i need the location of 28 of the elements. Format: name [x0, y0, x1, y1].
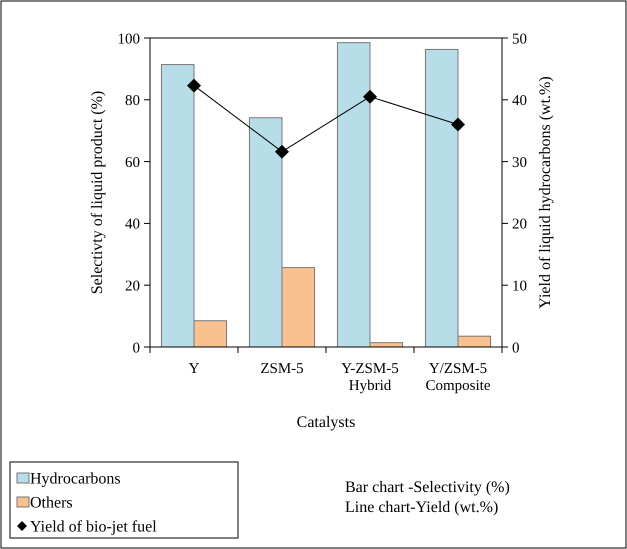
y2-tick-label: 0: [512, 340, 520, 356]
y2-tick-label: 20: [512, 216, 527, 233]
y-tick-label: 0: [132, 340, 140, 356]
y-tick-label: 20: [125, 278, 140, 294]
legend-label: Others: [30, 494, 73, 512]
point: [275, 144, 289, 159]
y-tick-label: 80: [125, 93, 140, 110]
y2-tick-label: 10: [512, 278, 527, 294]
legend-label: Hydrocarbons: [30, 470, 121, 488]
y2-tick-label: 30: [512, 154, 527, 171]
x-tick-label: Y: [188, 361, 200, 377]
y-axis-title: Selectivty of liquid product (%): [89, 90, 106, 294]
x-axis-title: Catalysts: [296, 414, 356, 431]
y-tick-label: 40: [125, 216, 140, 233]
point: [451, 118, 465, 132]
x-tick-label: ZSM-5: [260, 361, 304, 377]
x-tick-label: Y-ZSM-5 Hybrid: [341, 361, 399, 394]
x-tick-label: Y/ZSM-5 Composite: [425, 361, 491, 394]
y-tick-label: 60: [125, 154, 140, 171]
y2-tick-label: 40: [512, 93, 527, 110]
text: Bar chart -Selectivity (%): [345, 479, 510, 496]
y-tick-label: 100: [118, 31, 140, 48]
point: [187, 78, 201, 93]
y2-axis-title: Yield of liquid hydrocarbons (wt.%): [537, 76, 554, 309]
text: Line chart-Yield (wt.%): [345, 499, 498, 516]
point: [363, 90, 377, 104]
legend-label: Yield of bio-jet fuel: [30, 518, 158, 536]
y2-tick-label: 50: [512, 31, 527, 48]
